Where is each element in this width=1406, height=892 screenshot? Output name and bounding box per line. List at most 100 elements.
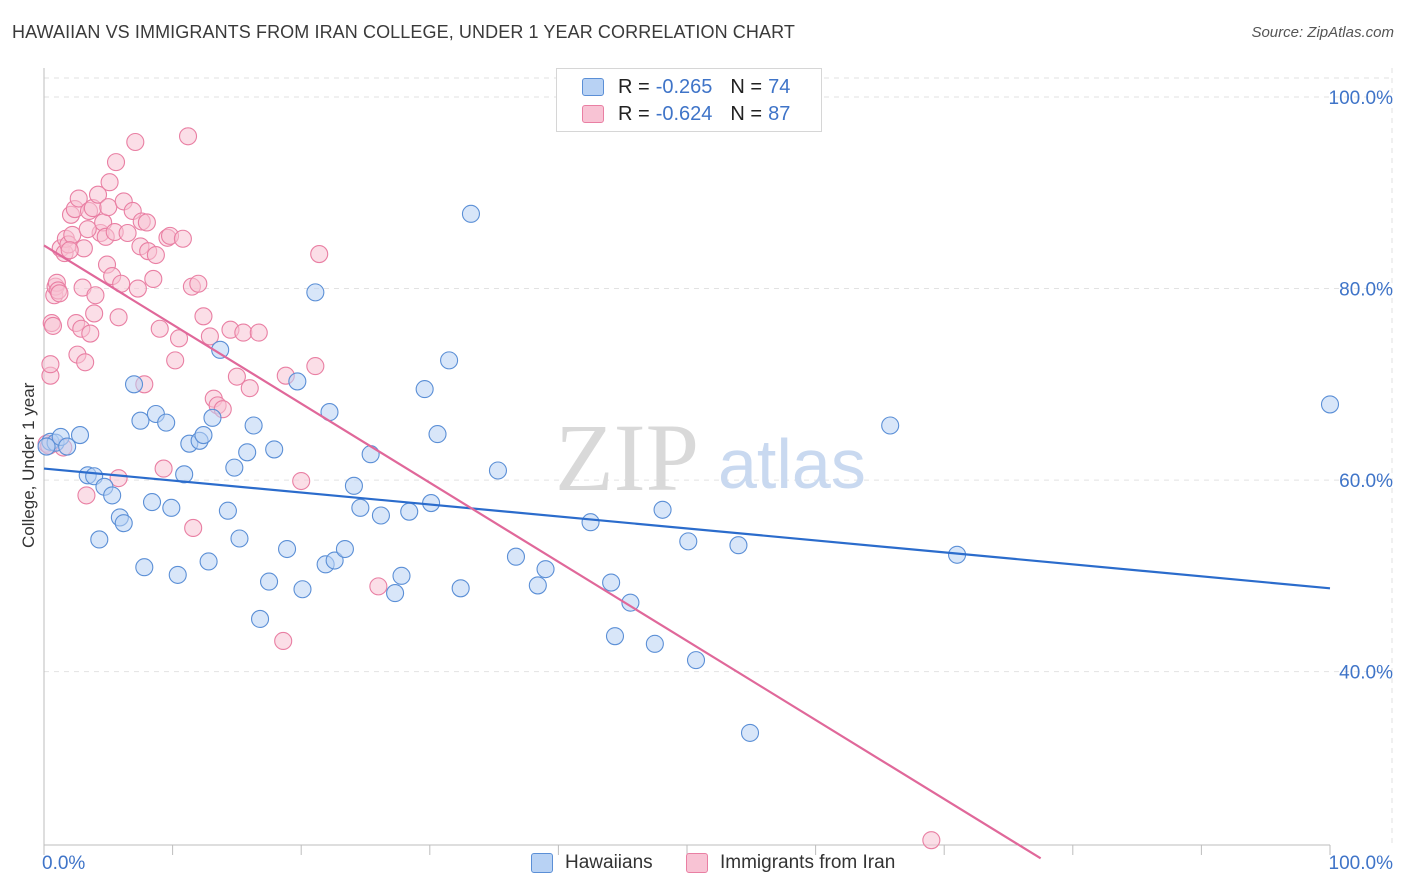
point-hawaiians <box>506 547 526 566</box>
point-iran <box>184 518 203 538</box>
legend-r-value: -0.265 <box>655 75 713 98</box>
y-tick-label: 60.0% <box>1339 471 1393 492</box>
point-hawaiians <box>238 443 257 462</box>
point-iran <box>88 185 108 204</box>
trend-lines <box>43 244 1331 860</box>
point-iran <box>292 471 311 491</box>
series-hawaiians-points <box>37 204 1340 742</box>
point-iran <box>86 286 105 305</box>
point-iran <box>249 323 268 342</box>
watermark-atlas: atlas <box>718 425 866 503</box>
point-hawaiians <box>488 461 508 480</box>
point-hawaiians <box>218 501 237 520</box>
point-iran <box>106 153 126 172</box>
legend-r-value: -0.624 <box>655 102 713 125</box>
point-hawaiians <box>729 536 748 555</box>
point-iran <box>922 831 941 850</box>
point-iran <box>169 329 189 348</box>
legend-label-iran: Immigrants from Iran <box>720 852 896 873</box>
point-iran <box>99 198 118 217</box>
series-legend: Hawaiians Immigrants from Iran <box>0 852 1406 878</box>
point-hawaiians <box>602 573 621 592</box>
point-iran <box>194 307 213 326</box>
point-iran <box>274 631 293 651</box>
y-tick-label: 100.0% <box>1329 88 1394 109</box>
point-hawaiians <box>37 437 56 456</box>
point-hawaiians <box>199 552 218 571</box>
point-iran <box>77 486 96 505</box>
point-hawaiians <box>114 514 133 533</box>
legend-item-iran: Immigrants from Iran <box>686 852 895 874</box>
point-hawaiians <box>225 458 244 477</box>
point-iran <box>109 469 128 488</box>
point-hawaiians <box>70 426 90 445</box>
point-iran <box>128 279 147 298</box>
legend-n-label: N = <box>730 102 763 125</box>
point-iran <box>69 189 88 208</box>
point-hawaiians <box>293 580 312 599</box>
point-hawaiians <box>306 283 325 302</box>
point-hawaiians <box>461 204 481 223</box>
legend-swatch-iran <box>686 853 708 873</box>
point-hawaiians <box>265 440 284 459</box>
point-hawaiians <box>371 506 390 525</box>
point-hawaiians <box>386 584 405 603</box>
source-label: Source: ZipAtlas.com <box>1251 24 1394 41</box>
point-hawaiians <box>175 465 194 484</box>
point-iran <box>166 351 185 370</box>
point-iran <box>63 225 82 244</box>
point-hawaiians <box>536 560 555 579</box>
point-hawaiians <box>451 579 470 598</box>
chart-title: HAWAIIAN VS IMMIGRANTS FROM IRAN COLLEGE… <box>12 22 795 42</box>
point-iran <box>78 220 97 239</box>
point-iran <box>126 132 145 152</box>
point-hawaiians <box>621 593 640 612</box>
axes <box>43 68 1331 855</box>
point-hawaiians <box>103 486 122 505</box>
point-hawaiians <box>230 529 249 548</box>
legend-label-hawaiians: Hawaiians <box>565 852 653 873</box>
point-hawaiians <box>162 498 181 517</box>
point-hawaiians <box>581 513 600 532</box>
legend-row-iran: R = -0.624 N = 87 <box>557 100 790 128</box>
point-iran <box>118 223 137 243</box>
y-tick-label: 40.0% <box>1339 663 1393 684</box>
point-iran <box>200 327 219 346</box>
point-iran <box>109 308 128 327</box>
point-hawaiians <box>344 476 363 495</box>
point-iran <box>240 379 259 398</box>
point-iran <box>100 173 119 192</box>
point-hawaiians <box>415 380 434 399</box>
point-iran <box>60 241 79 260</box>
point-hawaiians <box>686 651 706 670</box>
point-hawaiians <box>325 551 344 570</box>
trend-line-hawaiians <box>43 467 1331 590</box>
point-iran <box>85 304 104 323</box>
legend-swatch-blue <box>582 78 604 96</box>
legend-r-label: R = <box>618 75 650 98</box>
point-iran <box>50 284 69 303</box>
point-iran <box>189 274 208 293</box>
legend-n-label: N = <box>730 75 763 98</box>
point-iran <box>227 367 246 386</box>
point-iran <box>81 324 100 343</box>
point-iran <box>137 213 156 232</box>
point-hawaiians <box>740 723 760 742</box>
point-hawaiians <box>124 375 144 394</box>
legend-r-label: R = <box>618 102 650 125</box>
point-hawaiians <box>157 413 176 432</box>
legend-n-value: 87 <box>768 102 791 125</box>
point-hawaiians <box>194 426 213 445</box>
legend-n-value: 74 <box>768 75 791 98</box>
point-iran <box>310 245 329 264</box>
point-hawaiians <box>361 445 380 464</box>
point-hawaiians <box>440 351 459 370</box>
point-hawaiians <box>335 539 354 559</box>
y-tick-label: 80.0% <box>1339 280 1393 301</box>
x-tick-label: 0.0% <box>42 853 85 874</box>
point-hawaiians <box>58 437 77 456</box>
point-hawaiians <box>528 576 547 595</box>
point-hawaiians <box>90 530 109 549</box>
watermark-zip: ZIP <box>555 404 699 511</box>
